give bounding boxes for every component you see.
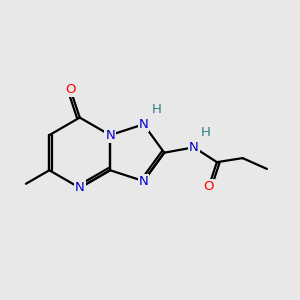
Text: O: O [204,180,214,193]
Text: H: H [201,126,211,139]
Text: H: H [152,103,162,116]
Text: N: N [139,118,148,131]
Text: N: N [139,175,148,188]
Text: O: O [65,83,76,96]
Text: N: N [189,141,199,154]
Text: N: N [105,129,115,142]
Text: N: N [75,181,85,194]
